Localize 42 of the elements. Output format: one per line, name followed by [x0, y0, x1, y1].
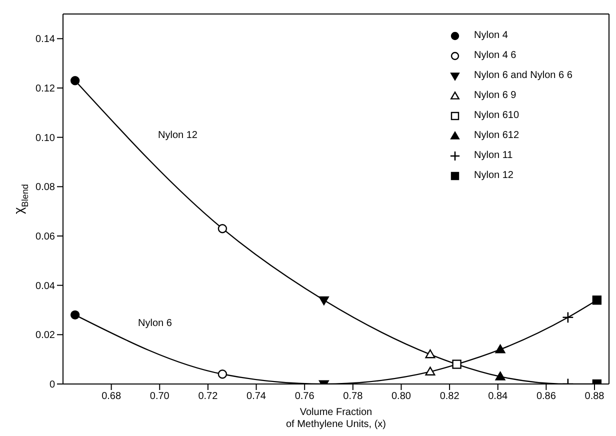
- point: [318, 296, 329, 306]
- legend-label: Nylon 4: [474, 29, 508, 43]
- point: [592, 296, 602, 305]
- annotation: Nylon 6: [138, 318, 172, 329]
- point: [495, 372, 506, 380]
- legend-label: Nylon 610: [474, 109, 520, 123]
- point: [218, 370, 228, 379]
- legend-label: Nylon 4 6: [474, 49, 516, 63]
- x-tick-label: 0.72: [198, 391, 218, 402]
- y-tick-label: 0.02: [36, 330, 56, 342]
- y-tick-label: 0.10: [36, 132, 56, 144]
- point: [452, 360, 462, 369]
- point: [562, 312, 574, 324]
- x-tick-label: 0.78: [343, 391, 364, 402]
- legend-label: Nylon 6 and Nylon 6 6: [474, 69, 572, 83]
- y-tick-label: 0.04: [36, 280, 56, 292]
- legend-label: Nylon 12: [474, 169, 514, 183]
- y-tick-label: 0.12: [36, 84, 56, 95]
- point: [425, 366, 436, 376]
- x-tick-label: 0.84: [488, 391, 508, 402]
- legend-label: Nylon 612: [474, 129, 520, 143]
- y-tick-label: 0.06: [36, 232, 56, 243]
- annotation: Nylon 12: [158, 130, 198, 141]
- point: [495, 344, 506, 354]
- y-tick-label: 0.08: [36, 182, 56, 194]
- point: [70, 310, 80, 320]
- point: [70, 76, 80, 86]
- y-tick-label: 0: [49, 380, 56, 391]
- x-tick-label: 0.74: [246, 391, 266, 402]
- x-tick-label: 0.70: [150, 391, 170, 402]
- x-tick-label: 0.88: [584, 391, 605, 402]
- x-tick-label: 0.80: [391, 391, 412, 402]
- x-tick-label: 0.76: [294, 391, 315, 402]
- y-tick-label: 0.14: [36, 34, 56, 46]
- point: [425, 349, 436, 358]
- legend-label: Nylon 6 9: [474, 89, 516, 103]
- x-tick-label: 0.86: [536, 391, 556, 402]
- x-axis-title: Volume Fraction of Methylene Units, (x): [286, 407, 386, 430]
- legend-label: Nylon 11: [474, 149, 513, 163]
- x-tick-label: 0.68: [102, 391, 122, 402]
- x-tick-label: 0.82: [440, 391, 460, 402]
- point: [218, 224, 228, 234]
